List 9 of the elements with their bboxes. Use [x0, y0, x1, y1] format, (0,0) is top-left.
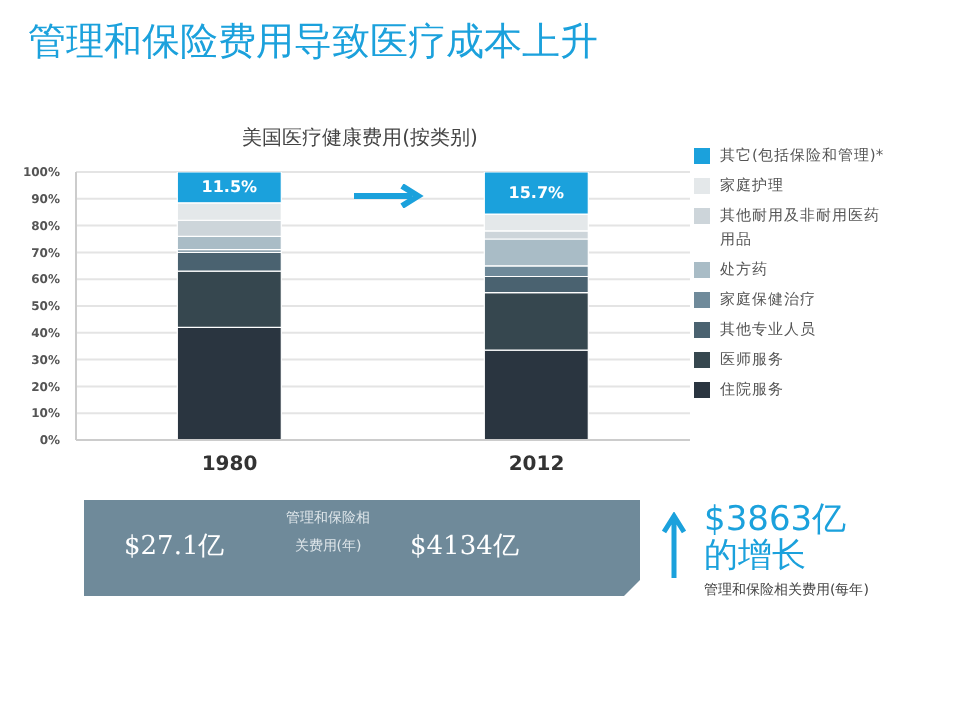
x-tick-label: 2012 — [508, 454, 565, 477]
data-label: 11.5% — [201, 178, 258, 197]
x-tick-label: 1980 — [201, 454, 258, 477]
text: $27.1亿 — [124, 530, 225, 564]
chart-title: 管理和保险费用导致医疗成本上升 — [28, 18, 598, 68]
text: $4134亿 — [410, 530, 519, 564]
data-label: 15.7% — [508, 184, 565, 203]
text: $3863亿的增长 — [704, 500, 849, 576]
chart-subtitle: 美国医疗健康费用(按类别) — [240, 125, 480, 152]
